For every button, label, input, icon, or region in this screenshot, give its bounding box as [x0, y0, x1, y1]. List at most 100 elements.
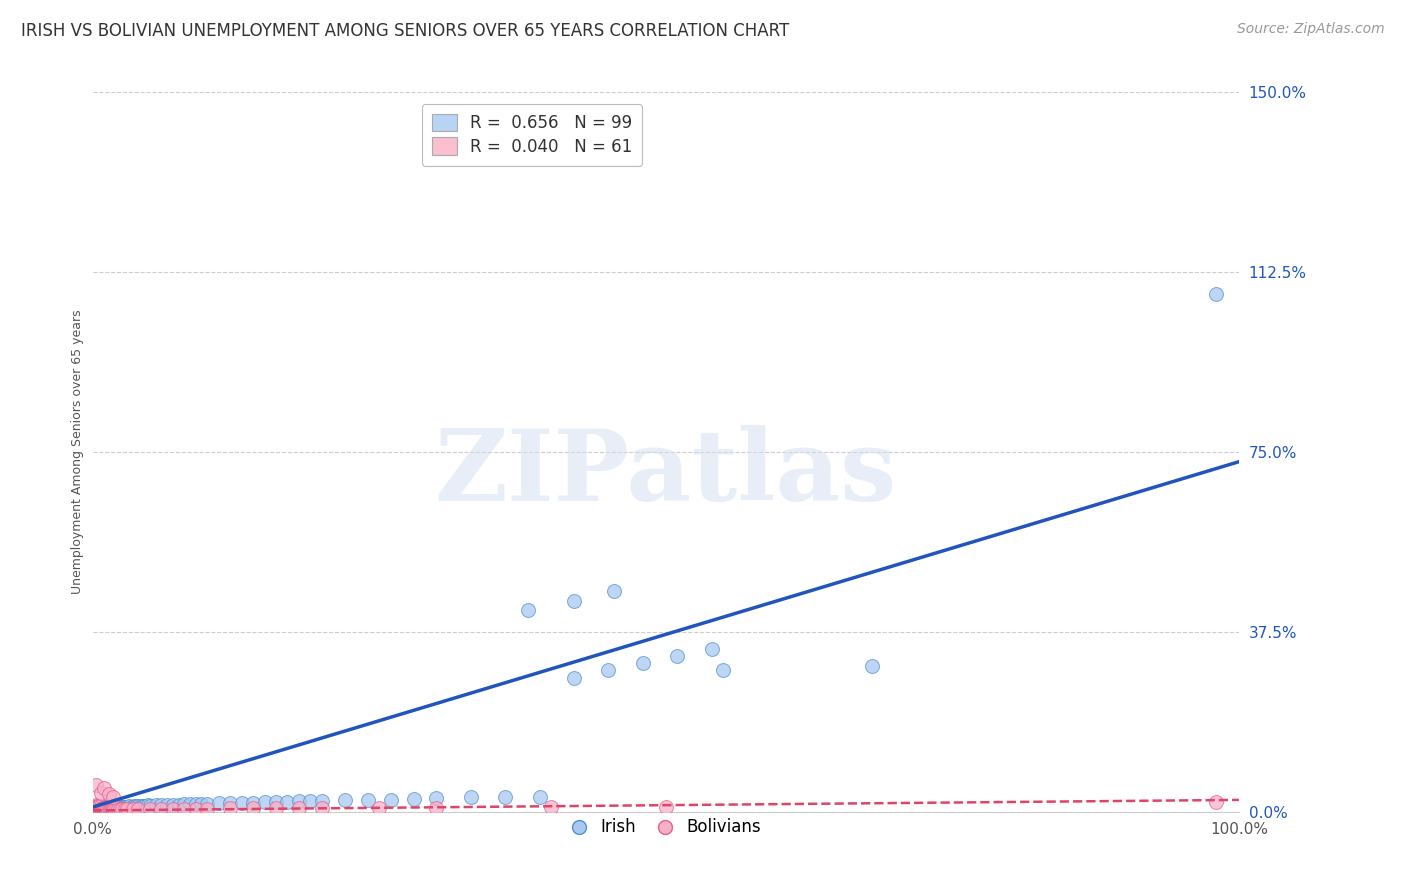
Text: IRISH VS BOLIVIAN UNEMPLOYMENT AMONG SENIORS OVER 65 YEARS CORRELATION CHART: IRISH VS BOLIVIAN UNEMPLOYMENT AMONG SEN… — [21, 22, 789, 40]
Point — [136, 798, 159, 813]
Point — [494, 790, 516, 805]
Point — [1205, 795, 1227, 809]
Point — [402, 792, 425, 806]
Point — [195, 797, 218, 811]
Point — [97, 801, 120, 815]
Point — [84, 779, 107, 793]
Point — [96, 802, 118, 816]
Point — [299, 794, 322, 808]
Point — [97, 787, 120, 801]
Point — [253, 795, 276, 809]
Point — [242, 796, 264, 810]
Point — [101, 801, 124, 815]
Point — [91, 801, 114, 815]
Point — [111, 801, 134, 815]
Point — [103, 800, 125, 814]
Point — [96, 802, 118, 816]
Point — [231, 796, 253, 810]
Point — [91, 800, 114, 814]
Point — [87, 799, 110, 814]
Point — [103, 800, 125, 814]
Point — [86, 801, 108, 815]
Point — [96, 800, 118, 814]
Point — [115, 800, 138, 814]
Point — [333, 793, 356, 807]
Point — [288, 794, 311, 808]
Point — [90, 801, 112, 815]
Point — [114, 802, 136, 816]
Point — [89, 801, 111, 815]
Point — [90, 801, 112, 815]
Point — [83, 804, 105, 818]
Point — [460, 790, 482, 805]
Point — [311, 794, 333, 808]
Point — [562, 671, 585, 685]
Point — [90, 803, 112, 817]
Point — [219, 796, 242, 810]
Point — [121, 799, 143, 814]
Point — [86, 804, 108, 818]
Point — [86, 799, 108, 814]
Point — [134, 798, 156, 813]
Point — [90, 786, 112, 800]
Point — [195, 801, 218, 815]
Point — [139, 801, 162, 815]
Point — [380, 793, 402, 807]
Point — [87, 804, 110, 818]
Point — [108, 800, 131, 814]
Point — [122, 799, 145, 814]
Point — [103, 802, 125, 816]
Point — [83, 802, 105, 816]
Point — [167, 797, 190, 812]
Point — [103, 789, 125, 804]
Point — [84, 802, 107, 816]
Point — [104, 801, 127, 815]
Y-axis label: Unemployment Among Seniors over 65 years: Unemployment Among Seniors over 65 years — [72, 310, 84, 594]
Point — [83, 802, 105, 816]
Point — [93, 800, 115, 814]
Point — [86, 802, 108, 816]
Point — [96, 800, 118, 814]
Point — [107, 801, 129, 815]
Point — [127, 801, 149, 815]
Point — [540, 800, 562, 814]
Point — [425, 791, 447, 805]
Point — [125, 799, 148, 814]
Point — [90, 803, 112, 817]
Point — [101, 801, 124, 815]
Point — [90, 798, 112, 813]
Point — [94, 801, 117, 815]
Point — [90, 800, 112, 814]
Point — [162, 797, 184, 812]
Point — [83, 802, 105, 816]
Point — [145, 798, 167, 813]
Point — [87, 801, 110, 815]
Point — [89, 801, 111, 815]
Point — [127, 798, 149, 813]
Point — [132, 798, 155, 813]
Point — [97, 802, 120, 816]
Point — [1205, 286, 1227, 301]
Point — [83, 800, 105, 814]
Point — [184, 797, 207, 811]
Point — [94, 802, 117, 816]
Point — [700, 641, 723, 656]
Point — [90, 800, 112, 814]
Point — [115, 801, 138, 815]
Point — [84, 804, 107, 818]
Point — [631, 656, 654, 670]
Point — [129, 799, 152, 814]
Point — [111, 800, 134, 814]
Point — [86, 802, 108, 816]
Point — [121, 802, 143, 816]
Point — [368, 800, 391, 814]
Point — [93, 801, 115, 815]
Point — [93, 802, 115, 816]
Point — [84, 800, 107, 814]
Point — [425, 800, 447, 814]
Point — [112, 800, 135, 814]
Point — [93, 801, 115, 815]
Point — [89, 802, 111, 816]
Point — [84, 801, 107, 815]
Point — [242, 801, 264, 815]
